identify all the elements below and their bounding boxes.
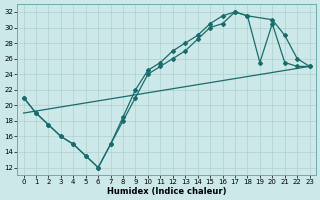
X-axis label: Humidex (Indice chaleur): Humidex (Indice chaleur) <box>107 187 226 196</box>
